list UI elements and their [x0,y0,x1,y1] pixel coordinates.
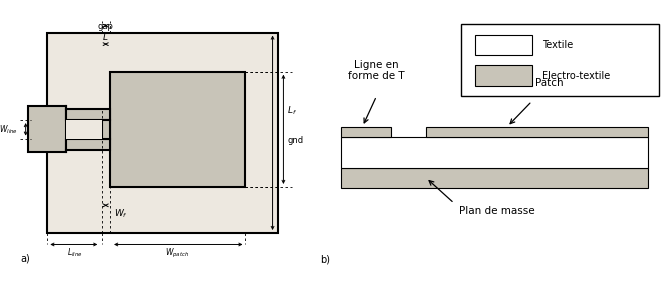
Text: $W_{patch}$: $W_{patch}$ [165,247,190,260]
Text: Plan de masse: Plan de masse [459,206,534,216]
Text: b): b) [320,255,330,265]
Bar [102,120,110,139]
Bar [476,65,532,86]
Text: Ligne en
forme de T: Ligne en forme de T [348,60,405,81]
Bar [29,106,67,152]
Text: gnd: gnd [288,136,304,145]
Bar [341,137,649,168]
Text: $L$: $L$ [103,31,109,42]
Bar [67,139,110,150]
Text: a): a) [20,254,30,264]
Bar [67,108,110,120]
Text: $L_{line}$: $L_{line}$ [67,247,83,259]
Text: Electro-textile: Electro-textile [542,70,611,81]
Bar [47,33,278,233]
Text: $W_{line}$: $W_{line}$ [0,123,17,135]
Text: Patch: Patch [535,78,564,88]
Bar [476,35,532,55]
Bar [341,168,649,188]
Text: $W_f$: $W_f$ [114,208,128,220]
Bar [341,127,391,137]
Bar [462,24,659,96]
Text: gap: gap [98,22,114,31]
Bar [426,127,649,137]
Bar [110,72,246,187]
Text: Textile: Textile [542,40,573,50]
Bar [67,120,101,139]
Text: $L_f$: $L_f$ [288,105,298,117]
